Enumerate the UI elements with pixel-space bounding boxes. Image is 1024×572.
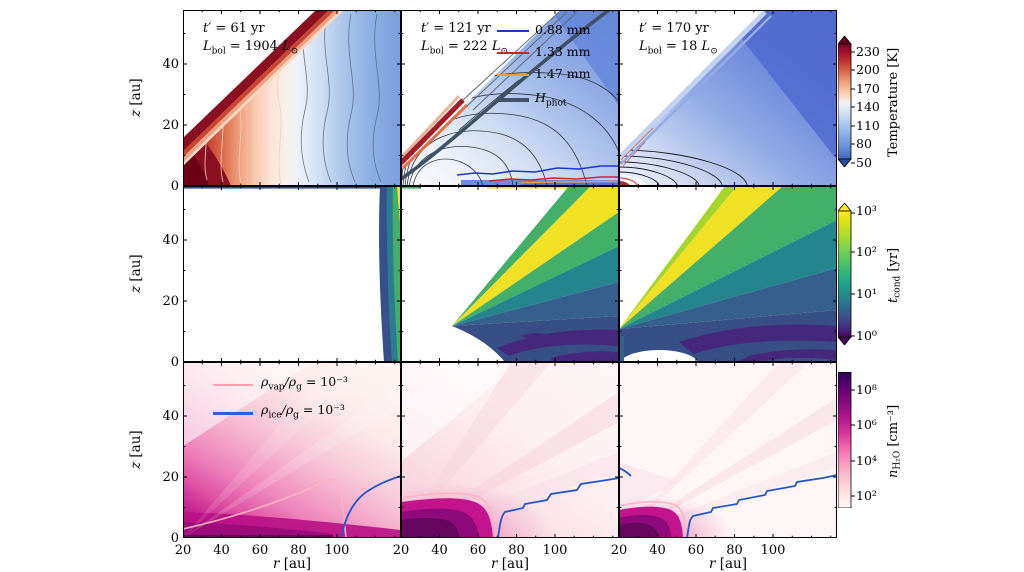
legend-mm-item-1: 1.33 mm bbox=[535, 44, 591, 59]
tcond-t121-plot bbox=[401, 186, 619, 362]
cb1-tick: 140 bbox=[856, 99, 880, 114]
x-tick: 20 bbox=[392, 543, 410, 558]
tcond-t61-plot bbox=[183, 186, 401, 362]
x-tick: 100 bbox=[324, 543, 350, 558]
cb1-tick: 110 bbox=[856, 118, 880, 133]
annotation-t121: t′ = 121 yr Lbol = 222 L⊙ bbox=[421, 21, 508, 57]
panel-nh2o-t170 bbox=[619, 362, 837, 538]
x-tick: 20 bbox=[610, 543, 628, 558]
cb2-tick: 10² bbox=[856, 244, 877, 259]
legend-line-147-swatch bbox=[497, 74, 529, 76]
y-tick: 40 bbox=[162, 409, 179, 424]
x-tick: 80 bbox=[726, 543, 743, 558]
cb2-title: tcond [yr] bbox=[886, 247, 903, 303]
x-tick: 80 bbox=[508, 543, 525, 558]
legend-line-088-swatch bbox=[497, 30, 529, 32]
panel-temperature-t61: t′ = 61 yr Lbol = 1904 L⊙ bbox=[183, 10, 401, 186]
cb1-tick: 80 bbox=[856, 136, 872, 151]
x-axis-label: r [au] bbox=[490, 556, 530, 572]
x-tick: 60 bbox=[251, 543, 269, 558]
cb1-tick: 50 bbox=[856, 155, 872, 170]
y-tick: 20 bbox=[162, 470, 179, 485]
y-axis-label: z [au] bbox=[128, 430, 144, 470]
legend-hphot-swatch bbox=[497, 98, 529, 102]
legend-mm-item-2: 1.47 mm bbox=[535, 66, 591, 81]
x-tick: 100 bbox=[760, 543, 786, 558]
cb1-tick: 230 bbox=[856, 44, 880, 59]
y-axis-label: z [au] bbox=[128, 78, 144, 118]
legend-rho-vap-swatch bbox=[213, 384, 253, 386]
y-tick: 20 bbox=[162, 118, 179, 133]
annotation-t61: t′ = 61 yr Lbol = 1904 L⊙ bbox=[203, 21, 299, 57]
cb3-tick: 10⁸ bbox=[856, 382, 877, 397]
x-axis-label: r [au] bbox=[708, 556, 748, 572]
y-tick: 0 bbox=[170, 355, 179, 370]
temperature-t170-plot bbox=[619, 10, 837, 186]
x-tick: 100 bbox=[542, 543, 568, 558]
cb2-tick: 10³ bbox=[856, 203, 877, 218]
panel-tcond-t121 bbox=[401, 186, 619, 362]
cb1-tick: 170 bbox=[856, 81, 880, 96]
cb2-tick: 10¹ bbox=[856, 286, 877, 301]
tcond-t170-plot bbox=[619, 186, 837, 362]
nh2o-t170-plot bbox=[619, 362, 837, 538]
panel-nh2o-t61: ρvap/ρg = 10⁻³ ρice/ρg = 10⁻³ bbox=[183, 362, 401, 538]
x-tick: 40 bbox=[431, 543, 448, 558]
annotation-t170: t′ = 170 yr Lbol = 18 L⊙ bbox=[639, 21, 718, 57]
x-tick: 40 bbox=[649, 543, 666, 558]
legend-rho-ice-label: ρice/ρg = 10⁻³ bbox=[261, 402, 345, 421]
x-tick: 60 bbox=[469, 543, 487, 558]
cb2-tick: 10⁰ bbox=[856, 328, 877, 343]
cb3-title: nH₂O [cm⁻³] bbox=[886, 404, 903, 478]
x-axis-label: r [au] bbox=[272, 556, 312, 572]
cb1-title: Temperature [K] bbox=[886, 47, 901, 157]
legend-mm-item-0: 0.88 mm bbox=[535, 22, 591, 37]
y-tick: 40 bbox=[162, 233, 179, 248]
x-tick: 60 bbox=[687, 543, 705, 558]
cb1-tick: 200 bbox=[856, 62, 880, 77]
cb3-tick: 10² bbox=[856, 488, 877, 503]
y-tick: 0 bbox=[170, 531, 179, 546]
legend-line-133-swatch bbox=[497, 52, 529, 54]
legend-mm-item-hphot: Hphot bbox=[535, 90, 567, 109]
colorbar-nh2o bbox=[838, 372, 855, 508]
x-tick: 40 bbox=[213, 543, 230, 558]
panel-temperature-t170: t′ = 170 yr Lbol = 18 L⊙ bbox=[619, 10, 837, 186]
y-tick: 20 bbox=[162, 294, 179, 309]
nh2o-t61-plot bbox=[183, 362, 401, 538]
colorbar-temperature bbox=[838, 36, 855, 167]
panel-temperature-t121: t′ = 121 yr Lbol = 222 L⊙ 0.88 mm 1.33 m… bbox=[401, 10, 619, 186]
nh2o-t121-plot bbox=[401, 362, 619, 538]
panel-tcond-t61 bbox=[183, 186, 401, 362]
y-tick: 40 bbox=[162, 57, 179, 72]
legend-rho-ice-swatch bbox=[213, 412, 253, 415]
legend-rho-vap-label: ρvap/ρg = 10⁻³ bbox=[261, 374, 348, 393]
colorbar-tcond bbox=[838, 203, 855, 345]
y-axis-label: z [au] bbox=[128, 254, 144, 294]
temperature-t61-plot bbox=[183, 10, 401, 186]
panel-tcond-t170 bbox=[619, 186, 837, 362]
cb3-tick: 10⁶ bbox=[856, 417, 877, 432]
panel-nh2o-t121 bbox=[401, 362, 619, 538]
cb3-tick: 10⁴ bbox=[856, 453, 877, 468]
y-tick: 0 bbox=[170, 179, 179, 194]
x-tick: 80 bbox=[290, 543, 307, 558]
x-tick: 20 bbox=[174, 543, 192, 558]
